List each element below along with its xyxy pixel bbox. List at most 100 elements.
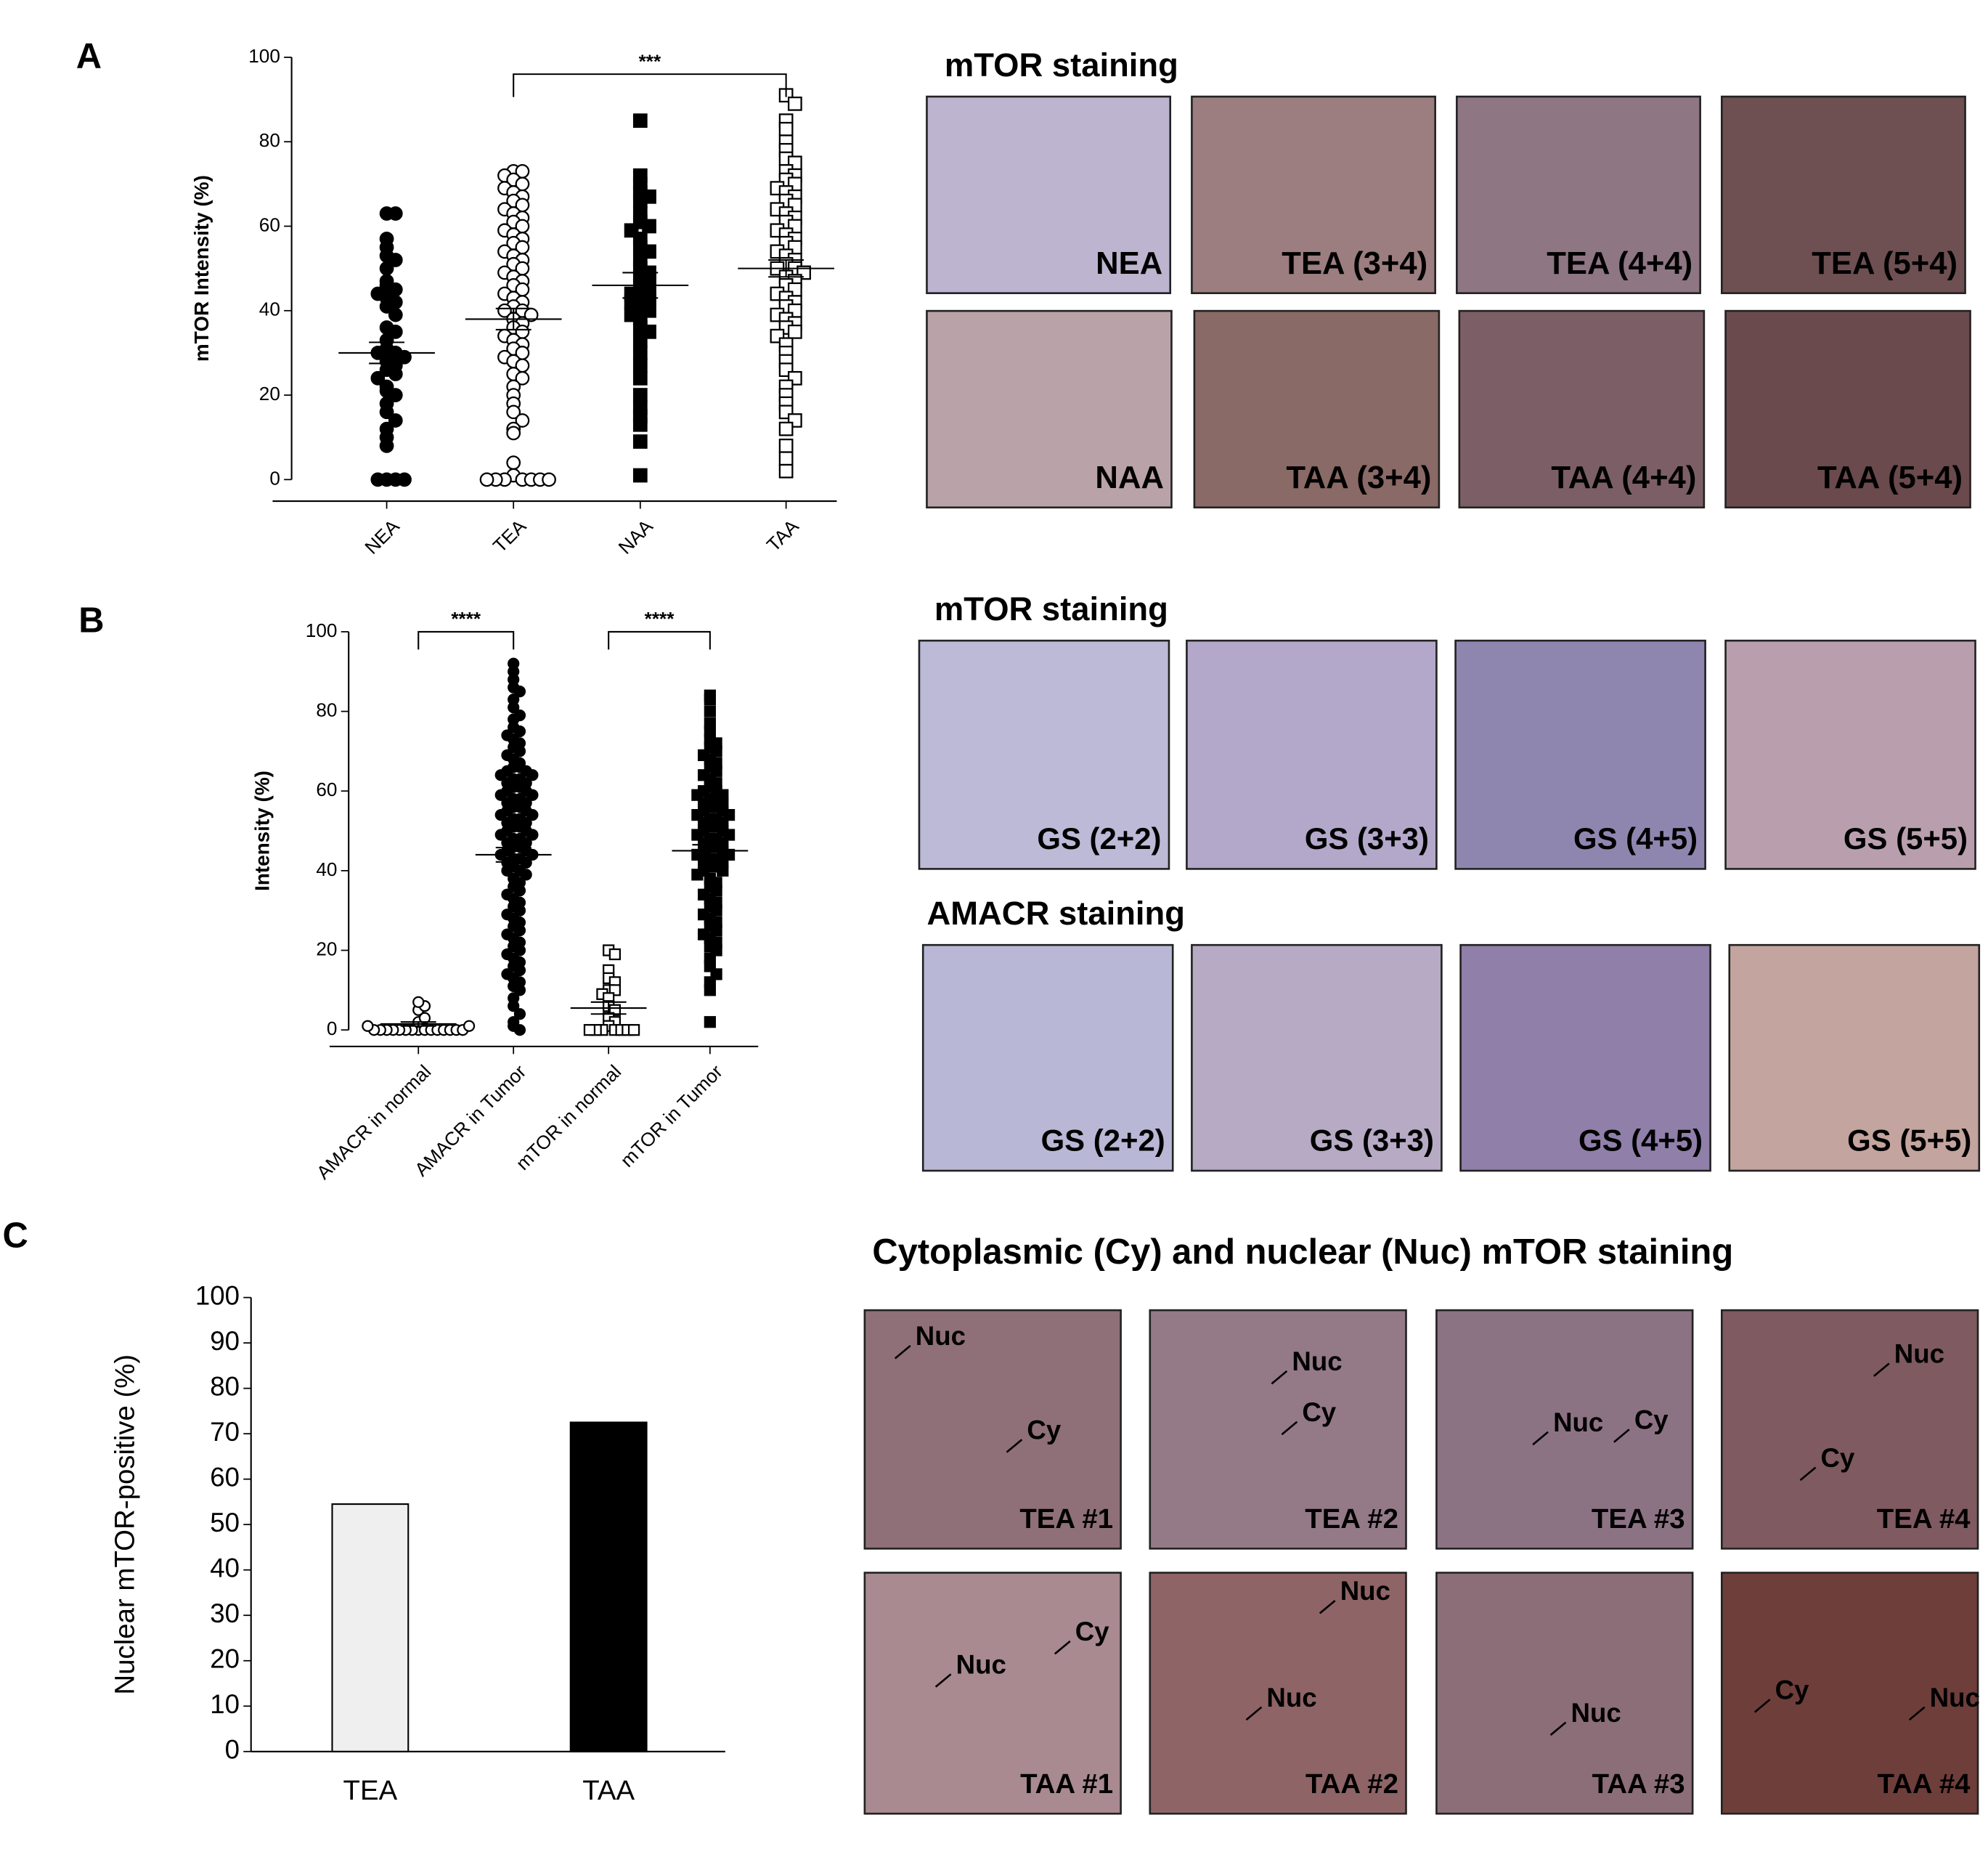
significance-label: *** xyxy=(639,50,661,72)
dot xyxy=(704,984,716,996)
y-tick-label: 80 xyxy=(259,129,280,151)
y-tick-label: 40 xyxy=(316,858,337,880)
annotation: Nuc xyxy=(1266,1683,1316,1712)
annotation: Nuc xyxy=(956,1649,1006,1679)
dot xyxy=(412,996,425,1008)
y-tick-label: 30 xyxy=(210,1598,240,1628)
y-tick-label: 90 xyxy=(210,1326,240,1356)
micrograph-label: GS (2+2) xyxy=(1037,821,1161,856)
dot xyxy=(632,113,648,128)
image-title: mTOR staining xyxy=(934,590,1168,627)
micrograph xyxy=(1724,639,1976,870)
dot xyxy=(787,96,802,111)
y-tick-label: 40 xyxy=(259,298,280,320)
x-tick-label: TAA xyxy=(582,1775,635,1806)
y-axis-label: Intensity (%) xyxy=(251,771,274,891)
dot xyxy=(370,472,386,487)
micrograph-label: TEA (4+4) xyxy=(1547,245,1692,281)
dot xyxy=(379,299,394,314)
significance-bracket xyxy=(417,630,515,650)
x-tick-label: mTOR in Tumor xyxy=(616,1060,727,1171)
panel-label: C xyxy=(2,1216,28,1255)
annotation-arrow xyxy=(1549,1721,1567,1736)
annotation-arrow xyxy=(1753,1699,1771,1713)
dot xyxy=(501,864,513,877)
micrograph-label: GS (4+5) xyxy=(1578,1123,1703,1158)
annotation-arrow xyxy=(1271,1370,1288,1385)
dot xyxy=(388,206,403,221)
y-tick-label: 0 xyxy=(269,467,280,489)
micrograph-label: TEA (3+4) xyxy=(1282,245,1427,281)
annotation: Nuc xyxy=(916,1321,966,1351)
micrograph-label: TAA #4 xyxy=(1878,1768,1971,1800)
micrograph xyxy=(926,309,1173,509)
y-tick-label: 60 xyxy=(210,1462,240,1492)
dot xyxy=(418,1012,431,1024)
dot xyxy=(627,1024,640,1036)
annotation-arrow xyxy=(1873,1362,1890,1377)
dot xyxy=(778,451,794,466)
micrograph-label: TEA #3 xyxy=(1592,1503,1685,1535)
micrograph xyxy=(1149,1309,1407,1550)
dot xyxy=(526,769,539,781)
micrograph-label: GS (5+5) xyxy=(1844,821,1968,856)
annotation: Cy xyxy=(1075,1617,1109,1646)
micrograph xyxy=(1720,1309,1979,1550)
dot xyxy=(632,388,648,402)
y-tick-label: 40 xyxy=(210,1553,240,1582)
annotation: Cy xyxy=(1775,1675,1809,1704)
dot xyxy=(526,829,539,841)
dot xyxy=(388,324,403,339)
micrograph xyxy=(1728,943,1981,1172)
dot xyxy=(787,324,802,339)
dot xyxy=(494,789,507,801)
micrograph xyxy=(1193,309,1441,509)
dot xyxy=(632,434,648,449)
annotation: Nuc xyxy=(1553,1407,1603,1437)
dot xyxy=(494,769,507,781)
dot xyxy=(778,421,794,436)
annotation: Nuc xyxy=(1894,1339,1944,1369)
panel-label: B xyxy=(78,601,104,641)
micrograph-label: NAA xyxy=(1095,460,1164,495)
dot xyxy=(379,405,394,420)
dot xyxy=(513,686,526,698)
dot xyxy=(526,808,539,821)
y-tick-label: 50 xyxy=(210,1508,240,1537)
dot xyxy=(388,388,403,402)
x-tick-label: TEA xyxy=(343,1775,398,1806)
dot xyxy=(388,307,403,322)
annotation-arrow xyxy=(894,1344,911,1360)
dot xyxy=(379,261,394,276)
micrograph xyxy=(1458,309,1706,509)
annotation-arrow xyxy=(1281,1421,1298,1436)
dot xyxy=(370,370,386,386)
y-tick-label: 10 xyxy=(210,1689,240,1719)
annotation: Cy xyxy=(1821,1443,1855,1473)
y-tick-label: 60 xyxy=(316,779,337,800)
dot xyxy=(506,426,521,441)
dot xyxy=(513,1008,526,1020)
y-tick-label: 20 xyxy=(210,1643,240,1673)
micrograph xyxy=(926,95,1172,294)
micrograph-label: TAA #2 xyxy=(1305,1768,1398,1800)
dot xyxy=(513,745,526,757)
dot xyxy=(632,193,648,208)
x-tick-label: NAA xyxy=(614,515,658,558)
dot xyxy=(388,253,403,267)
dot xyxy=(778,438,794,453)
y-tick-label: 80 xyxy=(316,699,337,720)
y-tick-label: 100 xyxy=(306,619,338,641)
micrograph-label: GS (4+5) xyxy=(1573,821,1698,856)
annotation: Nuc xyxy=(1340,1576,1390,1606)
micrograph-label: TAA (3+4) xyxy=(1286,460,1431,495)
y-tick-label: 0 xyxy=(225,1734,240,1764)
micrograph-label: TAA #3 xyxy=(1592,1768,1685,1800)
dot xyxy=(520,869,532,881)
dot xyxy=(632,358,648,373)
annotation: Nuc xyxy=(1292,1346,1342,1376)
micrograph xyxy=(1435,1309,1694,1550)
dot xyxy=(479,472,494,487)
image-title: AMACR staining xyxy=(926,895,1185,932)
